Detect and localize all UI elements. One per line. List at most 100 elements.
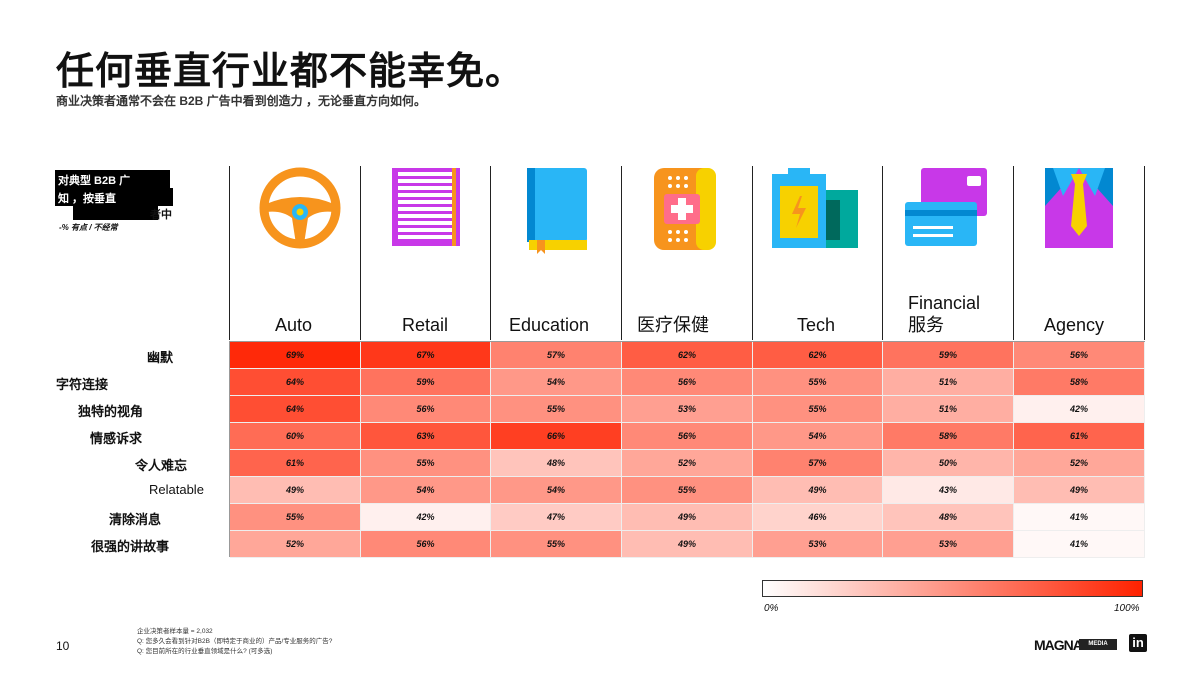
heatmap-cell: 52% [1014, 450, 1145, 477]
column-header: Auto [275, 315, 313, 335]
heatmap-cell: 51% [883, 369, 1014, 396]
heatmap-cell: 54% [491, 369, 622, 396]
row-label: 字符连接 [56, 377, 109, 392]
heatmap-cell: 49% [1014, 477, 1145, 504]
heatmap-cell: 53% [622, 396, 753, 423]
legend-line-3: 者中 [150, 209, 172, 221]
column-header: Financial 服务 [908, 293, 981, 335]
column-divider [360, 166, 361, 340]
battery-icon [772, 168, 858, 248]
redaction-block [55, 170, 170, 188]
page-number: 10 [56, 639, 70, 653]
steering-wheel-icon [259, 167, 341, 249]
heatmap-cell: 56% [622, 369, 753, 396]
heatmap-cell: 55% [753, 369, 883, 396]
heatmap-cell: 60% [230, 423, 361, 450]
column-divider [1144, 166, 1145, 340]
medical-kit-icon [654, 168, 716, 250]
column-divider [882, 166, 883, 340]
column-header: Agency [1044, 315, 1105, 335]
legend-line-1: 对典型 B2B 广 [58, 175, 131, 187]
heatmap-cell: 54% [361, 477, 491, 504]
page-title: 任何垂直行业都不能幸免。 [56, 51, 525, 93]
heatmap-cell: 58% [883, 423, 1014, 450]
heatmap-cell: 69% [230, 342, 361, 369]
heatmap-cell: 43% [883, 477, 1014, 504]
heatmap-cell: 46% [753, 504, 883, 531]
heatmap-cell: 48% [491, 450, 622, 477]
magna-logo: MAGNA [1034, 637, 1083, 653]
column-divider [229, 166, 230, 340]
heatmap-cell: 52% [622, 450, 753, 477]
heatmap-cell: 66% [491, 423, 622, 450]
linkedin-logo: in [1129, 634, 1147, 652]
book-icon [527, 168, 587, 254]
heatmap-cell: 49% [230, 477, 361, 504]
heatmap-cell: 57% [491, 342, 622, 369]
question-legend: 对典型 B2B 广 知 ，按垂直 者中 -% 有点 / 不经常 [55, 170, 173, 236]
heatmap-cell: 49% [753, 477, 883, 504]
row-label: 清除消息 [109, 512, 162, 527]
heatmap-cell: 55% [361, 450, 491, 477]
color-scale-max-label: 100% [1114, 603, 1140, 614]
heatmap-cell: 41% [1014, 531, 1145, 558]
heatmap-cell: 51% [883, 396, 1014, 423]
column-header: Education [509, 315, 590, 335]
column-header: 医疗保健 [637, 315, 709, 335]
media-trials-logo: MEDIA TRIALS [1079, 639, 1117, 658]
heatmap-cell: 55% [230, 504, 361, 531]
column-header: Retail [402, 315, 449, 335]
column-divider [752, 166, 753, 340]
heatmap-cell: 53% [883, 531, 1014, 558]
heatmap-cell: 55% [491, 531, 622, 558]
heatmap-cell: 61% [1014, 423, 1145, 450]
suit-tie-icon [1045, 168, 1113, 248]
footnote: 企业决策者样本量 = 2,032 [137, 628, 213, 635]
heatmap-cell: 47% [491, 504, 622, 531]
heatmap-cell: 61% [230, 450, 361, 477]
row-label: 情感诉求 [90, 431, 143, 446]
row-label: 幽默 [147, 350, 174, 365]
column-divider [1013, 166, 1014, 340]
page-subtitle: 商业决策者通常不会在 B2B 广告中看到创造力 ，无论垂直方向如何。 [56, 94, 427, 108]
legend-line-4: -% 有点 / 不经常 [59, 223, 118, 232]
heatmap-cell: 67% [361, 342, 491, 369]
heatmap-cell: 52% [230, 531, 361, 558]
heatmap-cell: 41% [1014, 504, 1145, 531]
heatmap-cell: 57% [753, 450, 883, 477]
heatmap-cell: 56% [361, 396, 491, 423]
legend-line-2: 知 ，按垂直 [58, 193, 117, 205]
credit-card-icon [905, 168, 987, 246]
heatmap-cell: 48% [883, 504, 1014, 531]
heatmap-cell: 54% [753, 423, 883, 450]
row-label: Relatable [149, 482, 204, 497]
color-scale-min-label: 0% [764, 603, 779, 614]
heatmap-cell: 42% [1014, 396, 1145, 423]
heatmap-cell: 62% [753, 342, 883, 369]
heatmap-cell: 54% [491, 477, 622, 504]
heatmap-cell: 55% [622, 477, 753, 504]
color-scale-bar [762, 580, 1143, 597]
column-divider [621, 166, 622, 340]
heatmap-cell: 42% [361, 504, 491, 531]
row-label: 独特的视角 [78, 404, 144, 419]
footnote: Q: 您多久会看到针对B2B（即特定于商业的）产品/专业服务的广告? [137, 638, 333, 645]
heatmap-cell: 56% [1014, 342, 1145, 369]
redaction-block [73, 206, 158, 220]
heatmap-cell: 55% [491, 396, 622, 423]
redaction-block [55, 188, 173, 206]
row-label: 很强的讲故事 [91, 539, 170, 554]
row-label: 令人难忘 [135, 458, 188, 473]
heatmap-cell: 49% [622, 504, 753, 531]
heatmap-cell: 63% [361, 423, 491, 450]
footnote: Q: 您目前所在的行业垂直领域是什么? (可多选) [137, 648, 273, 655]
column-divider [490, 166, 491, 340]
heatmap-cell: 58% [1014, 369, 1145, 396]
heatmap-cell: 56% [361, 531, 491, 558]
heatmap-cell: 50% [883, 450, 1014, 477]
heatmap-cell: 53% [753, 531, 883, 558]
heatmap-cell: 59% [361, 369, 491, 396]
column-header: Tech [797, 315, 836, 335]
heatmap-cell: 56% [622, 423, 753, 450]
heatmap-cell: 64% [230, 369, 361, 396]
